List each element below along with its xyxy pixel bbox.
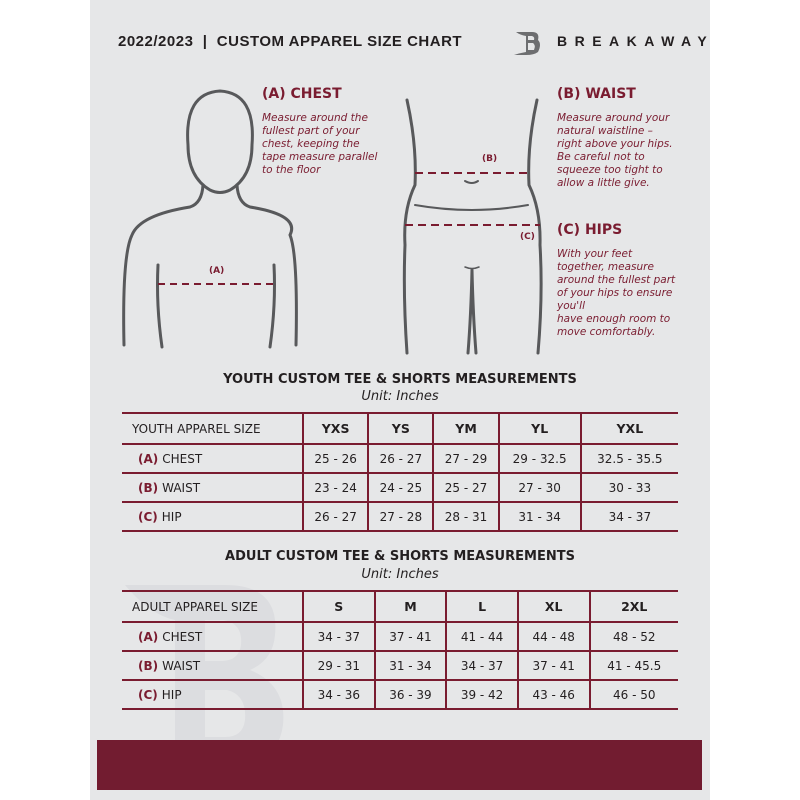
measurement-value-cell: 41 - 45.5 [588, 650, 678, 681]
table-row: (C) HIP 26 - 27 27 - 28 28 - 31 31 - 34 34 - 3… [122, 501, 678, 532]
measurement-label-cell: (A) CHEST [122, 443, 303, 474]
size-header-cell: L [445, 590, 518, 623]
measurement-value-cell: 24 - 25 [367, 472, 434, 503]
adult-table-unit: Unit: Inches [361, 567, 439, 582]
measurement-value-cell: 26 - 27 [301, 501, 369, 532]
measurement-code: (B) [138, 658, 159, 673]
measurement-value-cell: 27 - 28 [367, 501, 434, 532]
table-row: (B) WAIST 29 - 31 31 - 34 34 - 37 37 - 41 41 -… [122, 650, 678, 681]
measurement-code: (A) [138, 629, 159, 644]
measurement-value-cell: 34 - 36 [302, 679, 375, 710]
size-label-cell: YOUTH APPAREL SIZE [122, 412, 303, 445]
measurement-label-cell: (B) WAIST [122, 650, 303, 681]
size-label-cell: ADULT APPAREL SIZE [122, 590, 303, 623]
measurement-value-cell: 37 - 41 [373, 621, 447, 652]
page-title: 2022/2023 | CUSTOM APPAREL SIZE CHART [118, 33, 463, 50]
measurement-code: (C) [138, 687, 158, 702]
size-header-cell: YS [367, 412, 434, 445]
measurement-value-cell: 36 - 39 [373, 679, 447, 710]
measurement-value-cell: 27 - 29 [432, 443, 499, 474]
hips-marker: (C) [520, 232, 535, 242]
measurement-value-cell: 46 - 50 [588, 679, 678, 710]
measurement-value-cell: 31 - 34 [373, 650, 447, 681]
table-row: (B) WAIST 23 - 24 24 - 25 25 - 27 27 - 30 30 -… [122, 472, 678, 503]
lower-body-illustration [402, 98, 543, 355]
measurement-name: HIP [161, 509, 182, 524]
measurement-value-cell: 32.5 - 35.5 [579, 443, 678, 474]
measurement-value-cell: 25 - 26 [301, 443, 369, 474]
measurement-label-cell: (C) HIP [122, 679, 303, 710]
measurement-label-cell: (A) CHEST [122, 621, 303, 652]
measurement-code: (A) [138, 451, 159, 466]
adult-size-table: ADULT APPAREL SIZE S M L XL 2XL (A) CHEST 34 - 3… [122, 590, 678, 710]
measurement-code: (B) [138, 480, 159, 495]
size-header-cell: 2XL [588, 590, 678, 623]
measurement-name: WAIST [162, 658, 201, 673]
chest-heading: (A) CHEST [262, 86, 342, 102]
waist-description: Measure around your natural waistline – … [557, 112, 673, 189]
upper-body-illustration [122, 89, 298, 349]
hips-heading: (C) HIPS [557, 222, 623, 238]
measurement-value-cell: 28 - 31 [432, 501, 499, 532]
measurement-label-cell: (C) HIP [122, 501, 303, 532]
footer-bar [97, 740, 702, 790]
youth-table-unit: Unit: Inches [361, 389, 439, 404]
breakaway-logo-icon [514, 32, 540, 55]
size-header-cell: XL [516, 590, 590, 623]
measurement-value-cell: 25 - 27 [432, 472, 499, 503]
measurement-value-cell: 26 - 27 [367, 443, 434, 474]
measurement-value-cell: 29 - 32.5 [497, 443, 581, 474]
measurement-value-cell: 29 - 31 [302, 650, 375, 681]
measurement-value-cell: 23 - 24 [301, 472, 369, 503]
measurement-value-cell: 27 - 30 [497, 472, 581, 503]
measurement-name: HIP [161, 687, 182, 702]
table-header-row: YOUTH APPAREL SIZE YXS YS YM YL YXL [122, 412, 678, 445]
measurement-value-cell: 34 - 37 [302, 621, 375, 652]
chest-marker: (A) [209, 266, 225, 276]
size-header-cell: YXS [301, 412, 369, 445]
measurement-value-cell: 44 - 48 [516, 621, 590, 652]
measurement-value-cell: 43 - 46 [516, 679, 590, 710]
table-row: (A) CHEST 25 - 26 26 - 27 27 - 29 29 - 32.5 32… [122, 443, 678, 474]
measurement-value-cell: 41 - 44 [445, 621, 518, 652]
waist-marker: (B) [482, 154, 498, 164]
size-header-cell: YM [432, 412, 499, 445]
size-header-cell: M [373, 590, 447, 623]
table-row: (C) HIP 34 - 36 36 - 39 39 - 42 43 - 46 46 - 5… [122, 679, 678, 710]
measurement-label-cell: (B) WAIST [122, 472, 303, 503]
measurement-name: CHEST [162, 451, 203, 466]
youth-size-table: YOUTH APPAREL SIZE YXS YS YM YL YXL (A) CHEST 25… [122, 412, 678, 532]
measurement-name: CHEST [162, 629, 203, 644]
measurement-name: WAIST [162, 480, 201, 495]
measurement-code: (C) [138, 509, 158, 524]
measurement-value-cell: 34 - 37 [445, 650, 518, 681]
measurement-value-cell: 37 - 41 [516, 650, 590, 681]
brand-name: BREAKAWAY [557, 33, 715, 49]
measurement-value-cell: 34 - 37 [579, 501, 678, 532]
size-header-cell: YL [497, 412, 581, 445]
table-row: (A) CHEST 34 - 37 37 - 41 41 - 44 44 - 48 48 -… [122, 621, 678, 652]
measurement-value-cell: 48 - 52 [588, 621, 678, 652]
measurement-value-cell: 31 - 34 [497, 501, 581, 532]
size-header-cell: S [302, 590, 375, 623]
youth-table-title: YOUTH CUSTOM TEE & SHORTS MEASUREMENTS [223, 372, 577, 387]
table-header-row: ADULT APPAREL SIZE S M L XL 2XL [122, 590, 678, 623]
waist-heading: (B) WAIST [557, 86, 636, 102]
adult-table-title: ADULT CUSTOM TEE & SHORTS MEASUREMENTS [225, 549, 575, 564]
hips-description: With your feet together, measure around … [557, 248, 676, 338]
chest-description: Measure around the fullest part of your … [262, 112, 378, 176]
measurement-value-cell: 30 - 33 [579, 472, 678, 503]
size-header-cell: YXL [579, 412, 678, 445]
measurement-value-cell: 39 - 42 [445, 679, 518, 710]
